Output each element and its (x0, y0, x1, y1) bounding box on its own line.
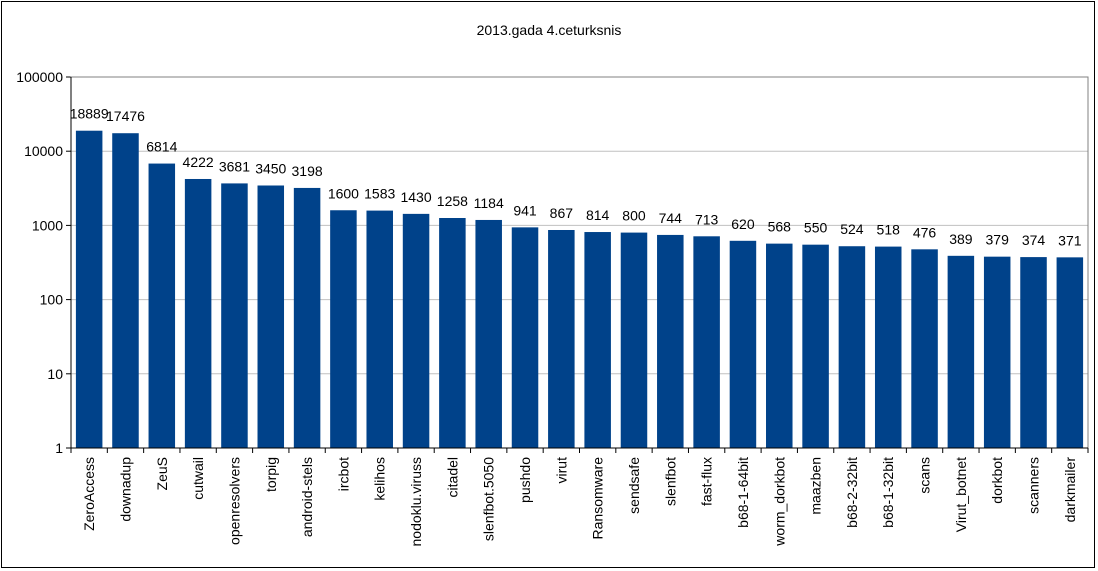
data-label: 814 (586, 207, 610, 223)
data-label: 6814 (146, 139, 177, 155)
bar (874, 246, 902, 448)
bar (330, 210, 357, 448)
bar (184, 178, 212, 448)
category-label: cutwail (190, 457, 206, 500)
data-label: 620 (731, 216, 755, 232)
y-tick-label: 100000 (16, 69, 63, 85)
category-label: downadup (117, 457, 133, 522)
data-label: 867 (550, 205, 574, 221)
data-label: 389 (949, 231, 973, 247)
data-label: 3450 (255, 160, 286, 176)
category-label: sendsafe (626, 457, 642, 514)
data-label: 1600 (328, 185, 359, 201)
category-label: b68-2-32bit (844, 457, 860, 528)
category-label: dorkbot (989, 457, 1005, 504)
bar (620, 232, 648, 448)
data-label: 568 (768, 219, 792, 235)
category-label: b68-1-64bit (735, 457, 751, 528)
category-label: slenfbot.5050 (481, 457, 497, 541)
data-label: 3681 (219, 158, 250, 174)
category-label: Virut_botnet (953, 457, 969, 532)
category-label: maazben (808, 457, 824, 515)
data-label: 379 (986, 232, 1010, 248)
data-label: 1184 (474, 195, 504, 211)
bar (439, 218, 466, 448)
data-label: 713 (695, 211, 719, 227)
plot-area: 1 10 100 1000 10000 100000 18889 ZeroAccess 1747… (16, 69, 1089, 547)
category-label: torpig (263, 457, 279, 492)
data-label: 941 (513, 202, 537, 218)
category-label: fast-flux (699, 457, 715, 506)
y-tick-label: 10 (47, 366, 63, 382)
category-label: ZeroAccess (81, 457, 97, 531)
data-label: 476 (913, 224, 937, 240)
category-label: b68-1-32bit (880, 457, 896, 528)
category-label: slenfbot (662, 457, 678, 506)
bar (402, 213, 430, 448)
data-label: 371 (1058, 232, 1082, 248)
bar (548, 229, 575, 448)
category-label: virut (553, 457, 569, 484)
category-label: ircbot (335, 457, 351, 491)
bar (729, 240, 757, 448)
category-label: scanners (1026, 457, 1042, 514)
category-label: ZeuS (154, 457, 170, 490)
data-label: 18889 (70, 106, 109, 122)
bar (366, 210, 393, 448)
bar (257, 185, 285, 448)
y-tick-label: 1 (55, 440, 63, 456)
bar (112, 133, 139, 448)
bar (693, 236, 720, 448)
bar (475, 219, 502, 448)
bar (1056, 257, 1084, 448)
data-label: 374 (1022, 232, 1046, 248)
chart-title: 2013.gada 4.ceturksnis (477, 22, 622, 38)
data-label: 550 (804, 220, 828, 236)
category-label: scans (917, 457, 933, 494)
bar (221, 183, 248, 448)
data-label: 800 (622, 208, 646, 224)
data-label: 4222 (183, 154, 214, 170)
bar (584, 232, 611, 448)
data-label: 1430 (400, 189, 431, 205)
bar (75, 130, 103, 448)
bar (947, 255, 975, 448)
y-tick-label: 100 (40, 292, 64, 308)
y-tick-label: 10000 (24, 143, 63, 159)
category-label: Ransomware (590, 457, 606, 540)
category-label: android-stels (299, 457, 315, 537)
bar (1020, 257, 1047, 448)
bar (983, 256, 1011, 448)
bar (838, 246, 866, 448)
category-label: worm_dorkbot (771, 457, 787, 547)
data-label: 17476 (106, 108, 145, 124)
data-label: 518 (877, 222, 901, 238)
category-label: openresolvers (226, 457, 242, 545)
data-label: 1258 (437, 193, 468, 209)
bar (148, 163, 176, 448)
y-tick-label: 1000 (32, 217, 63, 233)
category-label: nodoklu.viruss (408, 457, 424, 547)
bar (657, 234, 684, 448)
data-label: 3198 (292, 163, 323, 179)
bar (802, 244, 829, 448)
bar (911, 249, 938, 448)
category-label: pushdo (517, 457, 533, 503)
bar (766, 243, 793, 448)
category-label: citadel (444, 457, 460, 497)
category-label: darkmailer (1062, 457, 1078, 523)
category-label: kelihos (372, 457, 388, 501)
data-label: 524 (840, 221, 864, 237)
bar (293, 187, 321, 448)
data-label: 744 (659, 210, 683, 226)
data-label: 1583 (364, 186, 395, 202)
bar (511, 227, 539, 448)
